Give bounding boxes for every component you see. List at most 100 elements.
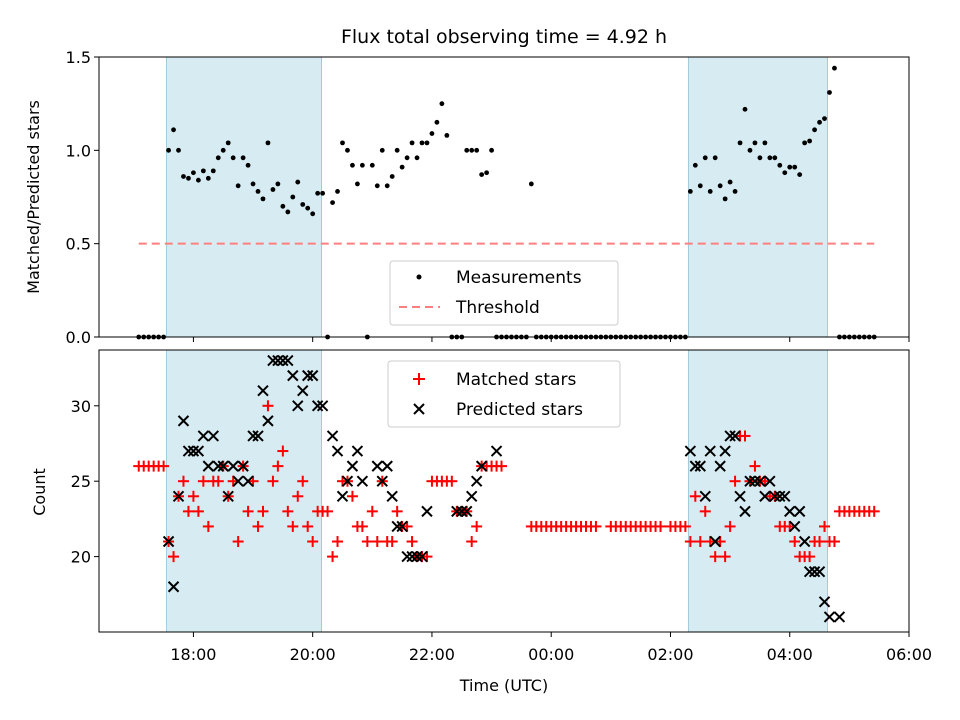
predicted-star-point	[247, 430, 259, 442]
measurement-point	[797, 172, 803, 178]
predicted-star-stroke	[798, 535, 811, 548]
predicted-star-point	[306, 369, 319, 382]
matched-star-point	[819, 520, 831, 532]
measurement-point	[240, 155, 246, 161]
matched-star-point	[749, 460, 761, 472]
measurement-point	[489, 147, 494, 153]
predicted-star-point	[222, 490, 234, 502]
predicted-star-point	[714, 460, 726, 472]
measurement-point	[747, 147, 753, 153]
predicted-star-stroke	[326, 430, 339, 442]
predicted-star-point	[719, 445, 731, 457]
measurement-point	[712, 155, 718, 161]
measurement-point	[807, 138, 813, 144]
measurement-point	[260, 196, 266, 202]
predicted-star-stroke	[292, 400, 304, 412]
observing-window-shade	[687, 56, 828, 338]
predicted-star-point	[302, 369, 314, 382]
top-y-tick-label: 1.0	[66, 141, 91, 160]
measurement-point	[200, 168, 206, 174]
legend-marker-matched	[413, 373, 425, 385]
measurement-point	[727, 179, 733, 185]
measurement-point	[181, 174, 186, 179]
predicted-star-point	[470, 475, 483, 487]
matched-star-point	[177, 475, 189, 487]
matched-star-point	[187, 490, 199, 502]
measurement-point	[439, 101, 445, 107]
predicted-star-stroke	[287, 369, 299, 382]
predicted-star-point	[232, 475, 244, 487]
measurement-point	[384, 183, 390, 189]
matched-star-point	[804, 551, 816, 563]
matched-star-point	[197, 475, 209, 487]
measurement-point	[787, 164, 793, 170]
predicted-star-stroke	[197, 430, 210, 442]
predicted-star-point	[316, 400, 329, 412]
matched-star-point	[729, 475, 741, 487]
predicted-star-stroke	[714, 460, 726, 472]
predicted-star-point	[292, 400, 304, 412]
predicted-star-stroke	[316, 400, 329, 412]
predicted-star-point	[803, 565, 816, 578]
matched-star-point	[366, 505, 378, 517]
predicted-star-point	[704, 445, 716, 457]
predicted-star-point	[396, 520, 408, 533]
matched-star-point	[868, 505, 880, 517]
predicted-star-point	[779, 490, 791, 502]
matched-star-point	[158, 460, 170, 472]
predicted-star-stroke	[694, 460, 706, 472]
matched-star-point	[272, 460, 284, 472]
measurement-point	[171, 127, 176, 133]
predicted-star-stroke	[346, 460, 359, 472]
predicted-star-point	[391, 520, 403, 533]
measurement-point	[702, 155, 708, 161]
predicted-star-stroke	[306, 369, 319, 382]
predicted-star-point	[182, 445, 195, 457]
predicted-star-point	[739, 505, 751, 518]
predicted-star-stroke	[774, 490, 786, 502]
predicted-star-point	[167, 581, 180, 593]
predicted-star-point	[336, 490, 349, 502]
top-y-axis-label: Matched/Predicted stars	[24, 100, 43, 294]
measurement-point	[812, 127, 817, 133]
predicted-star-stroke	[739, 505, 751, 518]
predicted-star-stroke	[227, 460, 239, 472]
matched-star-point	[371, 536, 383, 548]
matched-star-point	[446, 475, 458, 487]
predicted-star-stroke	[222, 490, 234, 502]
top-panel: 0.0 0.5 1.0 1.5 Flux total observing time =…	[24, 26, 910, 347]
predicted-star-stroke	[262, 415, 274, 427]
predicted-star-point	[162, 535, 175, 548]
predicted-star-point	[769, 490, 781, 502]
predicted-star-point	[252, 430, 264, 442]
predicted-star-point	[465, 490, 478, 502]
measurement-point	[340, 140, 345, 146]
predicted-star-stroke	[396, 520, 408, 533]
matched-star-point	[590, 520, 602, 532]
predicted-star-stroke	[172, 490, 185, 502]
predicted-star-stroke	[242, 475, 254, 487]
measurement-point	[305, 205, 311, 211]
top-y-tick-label: 1.5	[66, 48, 91, 67]
matched-star-point	[814, 536, 826, 548]
predicted-star-point	[709, 535, 721, 548]
predicted-star-stroke	[182, 445, 195, 457]
matched-star-point	[332, 536, 344, 548]
matched-star-point	[496, 460, 508, 472]
measurement-point	[772, 155, 778, 161]
predicted-star-point	[684, 445, 697, 457]
predicted-star-stroke	[744, 475, 756, 487]
predicted-star-point	[416, 550, 428, 563]
measurement-point	[191, 170, 196, 176]
predicted-star-stroke	[356, 475, 369, 487]
predicted-star-point	[287, 369, 299, 382]
matched-star-point	[262, 400, 274, 412]
predicted-star-stroke	[381, 460, 393, 472]
measurement-point	[777, 162, 783, 168]
measurement-point	[424, 140, 430, 146]
measurement-point	[345, 147, 350, 153]
measurement-point	[479, 172, 485, 178]
predicted-star-point	[798, 535, 811, 548]
observing-window-shade	[166, 56, 323, 338]
predicted-star-stroke	[232, 475, 244, 487]
